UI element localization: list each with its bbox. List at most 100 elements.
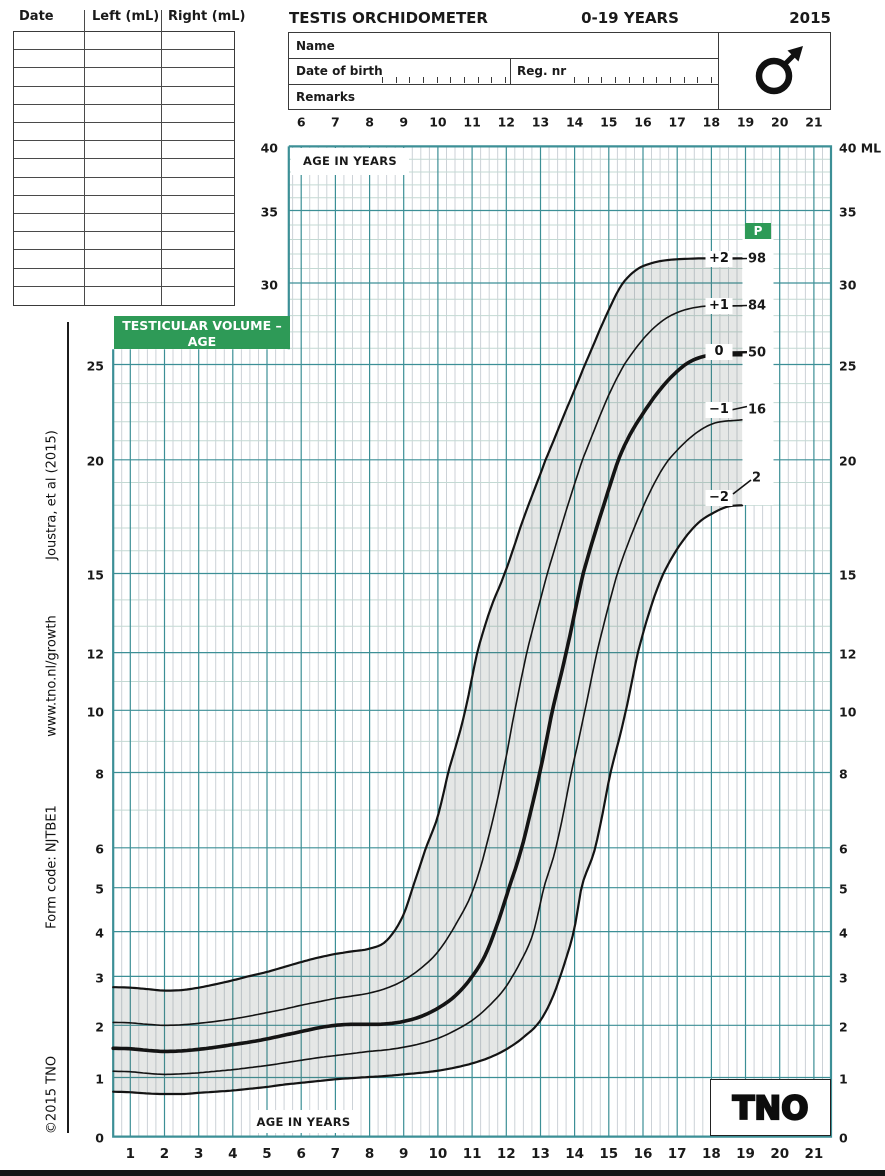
x-tick-top-7: 7 xyxy=(331,114,340,130)
date-ruling-tick xyxy=(574,77,575,83)
centile-curve-sd+1 xyxy=(112,304,743,1027)
y-tick-right-40ml: 40 ML xyxy=(839,140,882,156)
y-tick-left-12: 12 xyxy=(86,646,104,662)
y-tick-right-6: 6 xyxy=(839,841,848,857)
x-tick-top-13: 13 xyxy=(531,114,550,130)
centile-curve-sd-2 xyxy=(112,504,744,1096)
y-tick-left-4: 4 xyxy=(95,925,104,941)
x-tick-top-21: 21 xyxy=(805,114,823,130)
x-tick-bottom-15: 15 xyxy=(599,1146,619,1162)
x-tick-top-19: 19 xyxy=(736,114,755,130)
percentile-header-badge: P xyxy=(745,223,771,239)
x-tick-bottom-4: 4 xyxy=(228,1146,238,1162)
x-tick-top-15: 15 xyxy=(600,114,618,130)
record-table-empty-row xyxy=(14,123,234,142)
record-table-empty-row xyxy=(14,214,234,233)
form-row-divider xyxy=(289,84,718,85)
tno-logo: TNO xyxy=(731,1087,809,1127)
side-text-0: Joustra, et al (2015) xyxy=(44,430,60,560)
date-ruling-tick xyxy=(464,77,465,83)
y-tick-right-4: 4 xyxy=(839,925,848,941)
page-bottom-edge xyxy=(0,1169,885,1176)
record-table-empty-row xyxy=(14,159,234,178)
y-tick-left-8: 8 xyxy=(95,766,104,782)
record-table-empty-row xyxy=(14,250,234,269)
x-tick-top-10: 10 xyxy=(429,114,447,130)
y-tick-right-0: 0 xyxy=(839,1130,848,1146)
y-tick-right-20: 20 xyxy=(839,453,857,469)
curve-label-sd-1: −1 xyxy=(705,402,733,418)
page-title: TESTIS ORCHIDOMETER xyxy=(289,9,488,27)
date-ruling-tick xyxy=(656,77,658,83)
side-text-2: Form code: NJTBE1 xyxy=(44,805,60,929)
x-tick-bottom-21: 21 xyxy=(804,1146,824,1162)
form-col-divider xyxy=(718,33,720,109)
date-ruling-tick xyxy=(395,77,397,83)
record-table xyxy=(13,10,235,306)
tno-logo-box: TNO xyxy=(710,1079,831,1136)
y-tick-left-0: 0 xyxy=(95,1130,104,1146)
y-tick-right-2: 2 xyxy=(839,1019,848,1035)
date-ruling-tick xyxy=(491,77,493,83)
remarks-field-label: Remarks xyxy=(296,90,356,104)
y-tick-left-3: 3 xyxy=(95,970,104,986)
y-tick-left-35: 35 xyxy=(260,204,278,220)
x-tick-bottom-14: 14 xyxy=(565,1146,585,1162)
x-tick-bottom-10: 10 xyxy=(428,1146,448,1162)
y-tick-right-8: 8 xyxy=(839,766,848,782)
date-ruling-tick xyxy=(477,77,479,83)
x-tick-bottom-5: 5 xyxy=(262,1146,272,1162)
record-table-empty-row xyxy=(14,196,234,214)
record-table-empty-row xyxy=(14,32,234,51)
year-title: 2015 xyxy=(789,9,831,27)
y-tick-right-12: 12 xyxy=(839,646,857,662)
x-tick-bottom-2: 2 xyxy=(159,1146,170,1162)
x-tick-bottom-13: 13 xyxy=(531,1146,550,1162)
y-tick-left-5: 5 xyxy=(95,881,104,897)
curve-label-sd0: 0 xyxy=(705,344,733,360)
x-tick-bottom-11: 11 xyxy=(462,1146,482,1162)
centile-curve-sd0 xyxy=(111,352,744,1054)
date-ruling-tick xyxy=(642,77,644,83)
y-tick-left-1: 1 xyxy=(95,1071,104,1087)
date-ruling-tick xyxy=(601,77,603,83)
side-text-1: www.tno.nl/growth xyxy=(44,615,60,737)
x-tick-top-9: 9 xyxy=(399,114,409,130)
record-col-right: Right (mL) xyxy=(168,9,246,24)
date-ruling-tick xyxy=(587,77,589,83)
record-table-col-divider xyxy=(161,10,162,305)
y-tick-left-2: 2 xyxy=(95,1019,104,1035)
record-col-left: Left (mL) xyxy=(92,9,160,24)
record-table-col-divider xyxy=(84,10,85,305)
x-tick-top-8: 8 xyxy=(365,114,374,130)
x-tick-bottom-12: 12 xyxy=(496,1146,516,1162)
y-tick-left-30: 30 xyxy=(260,277,278,292)
chart-title-badge: TESTICULAR VOLUME – AGE xyxy=(114,316,290,349)
curve-label-sd+1: +1 xyxy=(705,297,733,314)
date-ruling-tick xyxy=(505,77,506,83)
percentile-value-98: 98 xyxy=(748,251,767,266)
record-col-date: Date xyxy=(19,9,54,24)
x-tick-top-16: 16 xyxy=(634,114,652,130)
date-ruling-tick xyxy=(436,77,438,83)
record-table-empty-row xyxy=(14,105,234,123)
date-ruling-tick xyxy=(628,77,630,83)
y-tick-right-10: 10 xyxy=(839,704,857,720)
y-tick-left-10: 10 xyxy=(86,704,104,720)
x-tick-top-14: 14 xyxy=(565,114,584,130)
y-tick-left-40: 40 xyxy=(260,140,278,156)
x-tick-bottom-17: 17 xyxy=(667,1146,687,1162)
x-tick-bottom-19: 19 xyxy=(736,1146,755,1162)
x-tick-bottom-8: 8 xyxy=(364,1146,375,1162)
y-tick-right-3: 3 xyxy=(839,970,848,986)
x-tick-top-20: 20 xyxy=(771,114,789,130)
patient-form: Name Date of birth Reg. nr Remarks xyxy=(288,32,831,110)
x-tick-bottom-3: 3 xyxy=(193,1146,204,1162)
x-tick-top-12: 12 xyxy=(497,114,515,130)
side-text-3: ©2015 TNO xyxy=(44,1055,60,1135)
age-range-title: 0-19 YEARS xyxy=(581,9,679,27)
x-tick-top-17: 17 xyxy=(668,114,686,130)
y-tick-right-1: 1 xyxy=(839,1071,848,1087)
